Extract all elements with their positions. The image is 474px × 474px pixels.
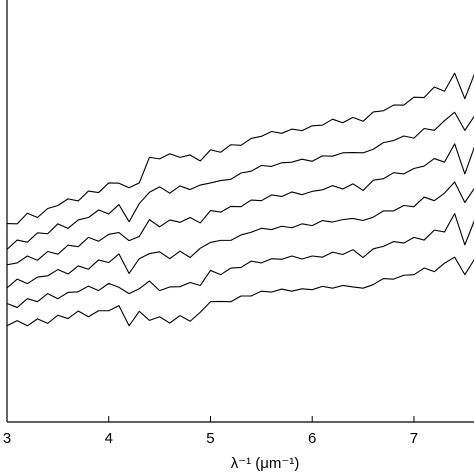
series-line xyxy=(6,181,474,289)
x-tick-label: 6 xyxy=(308,430,316,447)
x-tick-label: 5 xyxy=(206,430,214,447)
series-line xyxy=(6,111,474,250)
series-line xyxy=(6,72,474,225)
x-tick-label: 4 xyxy=(105,430,113,447)
x-tick-label: 3 xyxy=(3,430,11,447)
x-axis-label: λ⁻¹ (μm⁻¹) xyxy=(231,455,300,472)
series-line xyxy=(6,256,474,327)
x-tick-label: 7 xyxy=(410,430,418,447)
series-line xyxy=(6,213,474,308)
series-line xyxy=(6,143,474,266)
